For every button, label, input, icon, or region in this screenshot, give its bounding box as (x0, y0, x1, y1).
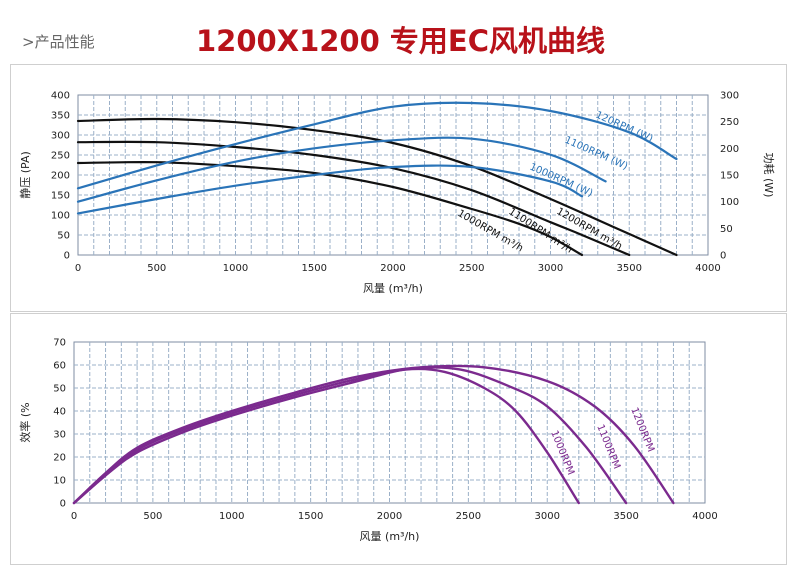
x-axis-title: 风量 (m³/h) (363, 282, 423, 295)
x-tick-label: 2500 (459, 263, 484, 274)
y-axis-title: 效率 (% (18, 402, 32, 442)
y2-tick-label: 150 (720, 171, 739, 182)
x-tick-label: 500 (143, 511, 162, 522)
y-tick-label: 30 (53, 430, 66, 441)
y-tick-label: 50 (53, 384, 66, 395)
y2-tick-label: 200 (720, 144, 739, 155)
x-tick-label: 1000 (219, 511, 244, 522)
breadcrumb[interactable]: >产品性能 (22, 33, 95, 51)
y-tick-label: 60 (53, 361, 66, 372)
x-axis-title: 风量 (m³/h) (360, 530, 420, 543)
y-tick-label: 100 (51, 211, 70, 222)
x-tick-label: 3500 (617, 263, 642, 274)
x-tick-label: 500 (147, 263, 166, 274)
pressure-power-chart-panel: 0 500 1000 1500 2000 2500 3000 3500 4000 0 50 100 15… (10, 64, 787, 312)
y-tick-label: 350 (51, 111, 70, 122)
series-line (76, 164, 584, 215)
y2-tick-label: 250 (720, 117, 739, 128)
x-tick-label: 1500 (298, 511, 323, 522)
x-tick-label: 1500 (302, 263, 327, 274)
y-tick-label: 50 (57, 231, 70, 242)
x-tick-label: 2000 (380, 263, 405, 274)
y-tick-label: 250 (51, 151, 70, 162)
x-tick-label: 3000 (535, 511, 560, 522)
series-line (76, 160, 584, 257)
y-tick-label: 0 (60, 499, 66, 510)
series-line (76, 101, 678, 190)
y-tick-label: 400 (51, 91, 70, 102)
y2-tick-label: 300 (720, 91, 739, 102)
y-tick-label: 40 (53, 407, 66, 418)
series-line (76, 117, 678, 257)
y-tick-label: 200 (51, 171, 70, 182)
y-axis-title: 静压 (PA) (18, 151, 32, 199)
series-line (72, 367, 580, 505)
efficiency-chart-panel: 0 500 1000 1500 2000 2500 3000 3500 4000 0 10 20 30 4… (10, 313, 787, 565)
y-tick-label: 10 (53, 476, 66, 487)
x-tick-label: 0 (71, 511, 77, 522)
y-tick-label: 20 (53, 453, 66, 464)
x-tick-label: 3500 (613, 511, 638, 522)
x-tick-label: 1000 (223, 263, 248, 274)
y-tick-label: 150 (51, 191, 70, 202)
efficiency-chart: 0 500 1000 1500 2000 2500 3000 3500 4000 0 10 20 30 4… (18, 338, 718, 544)
x-tick-label: 4000 (695, 263, 720, 274)
y2-tick-label: 100 (720, 197, 739, 208)
y2-tick-label: 50 (720, 224, 733, 235)
x-tick-label: 3000 (538, 263, 563, 274)
series-line (76, 136, 607, 203)
y2-axis-title: 功耗 (W) (762, 153, 775, 198)
x-tick-label: 2000 (377, 511, 402, 522)
y-tick-label: 0 (64, 251, 70, 262)
x-tick-label: 0 (75, 263, 81, 274)
page-title: 1200X1200 专用EC风机曲线 (196, 24, 605, 58)
x-tick-label: 2500 (456, 511, 481, 522)
y2-tick-label: 0 (720, 251, 726, 262)
y-tick-label: 70 (53, 338, 66, 349)
series-line (72, 364, 675, 505)
y-tick-label: 300 (51, 131, 70, 142)
series-line (76, 140, 631, 257)
x-tick-label: 4000 (692, 511, 717, 522)
series-line (72, 366, 628, 505)
pressure-power-chart: 0 500 1000 1500 2000 2500 3000 3500 400005010015… (18, 91, 775, 296)
